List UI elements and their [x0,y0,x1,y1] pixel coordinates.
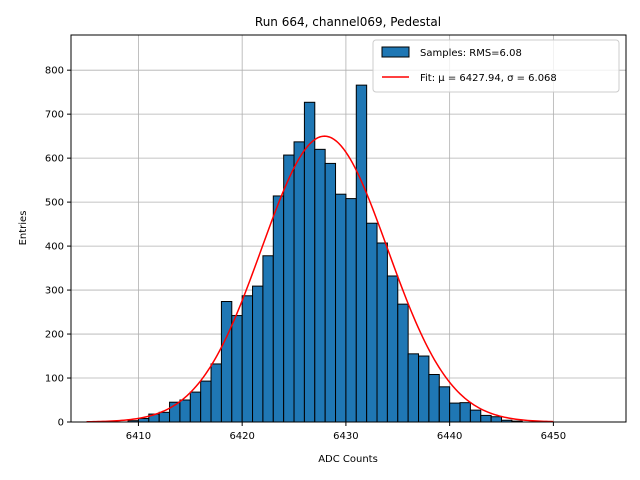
histogram-bar [220,301,233,423]
x-tick-label: 6410 [126,431,151,442]
histogram-bar [262,255,274,423]
histogram-bar [428,374,440,423]
histogram-bar [210,363,222,423]
x-tick-label: 6420 [229,431,254,442]
histogram-bar [480,414,492,423]
x-axis-label: ADC Counts [318,454,378,465]
legend: Samples: RMS=6.08 Fit: μ = 6427.94, σ = … [372,39,620,93]
histogram-bar [469,409,482,423]
histogram-bar [418,355,430,423]
histogram-bar [283,154,295,423]
x-tick-label: 6450 [541,431,566,442]
y-tick-label: 100 [45,374,64,385]
y-tick-label: 500 [45,198,64,209]
histogram-bar [137,417,150,423]
legend-swatch-samples [381,46,410,58]
histogram-bar [490,416,503,423]
y-tick-label: 400 [45,242,64,253]
histogram-bar [179,399,191,423]
histogram-bar [252,285,264,423]
histogram-bar [355,84,368,423]
legend-label-fit: Fit: μ = 6427.94, σ = 6.068 [420,73,557,84]
fit-curve-layer [86,135,554,423]
y-tick-label: 0 [58,418,64,429]
x-axis-ticks: 6410 6420 6430 6440 6450 [126,422,566,442]
histogram-bar [189,391,202,423]
legend-label-samples: Samples: RMS=6.08 [420,48,522,59]
fit-curve [86,135,554,423]
plot-frame [70,34,627,423]
y-axis-ticks: 0 100 200 300 400 500 600 700 800 [45,66,71,429]
chart-title: Run 664, channel069, Pedestal [255,15,441,29]
histogram-bar [231,315,243,423]
histogram-bar [407,353,420,423]
histogram-bar [459,402,471,423]
histogram-bar [345,198,357,423]
histogram-bar [386,275,399,423]
histogram-bar [335,193,347,423]
y-tick-label: 700 [45,110,64,121]
histogram-bar [366,222,378,423]
histogram-bar [272,195,285,423]
histogram-bar [241,295,254,423]
x-tick-label: 6440 [437,431,462,442]
y-tick-label: 800 [45,66,64,77]
histogram-bar [303,101,316,423]
y-axis-label: Entries [18,211,29,246]
y-tick-label: 600 [45,154,64,165]
histogram-bar [293,141,305,423]
histogram-bar [200,380,212,423]
histogram-bar [449,402,461,423]
histogram-bar [314,148,326,423]
histogram-bar [376,242,388,423]
legend-box [372,39,620,93]
x-tick-label: 6430 [333,431,358,442]
y-tick-label: 200 [45,330,64,341]
histogram-bar [158,411,171,423]
histogram-bar [438,386,451,423]
y-tick-label: 300 [45,286,64,297]
histogram-bar [397,303,409,423]
histogram-bar [324,162,337,423]
